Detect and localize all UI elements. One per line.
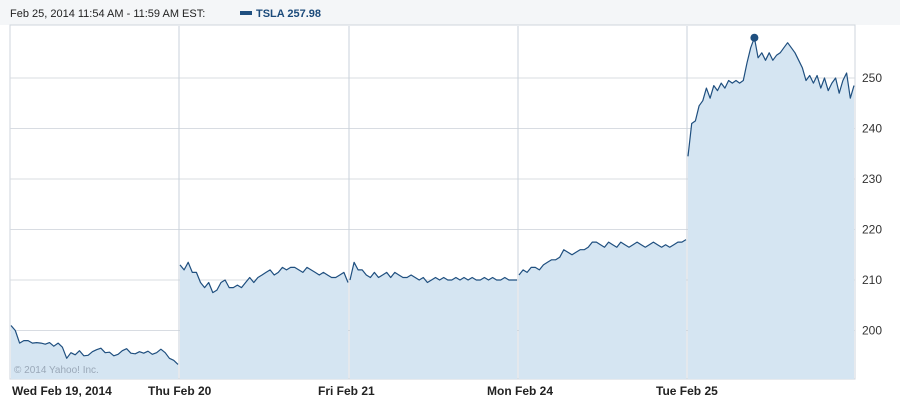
- y-tick-label: 240: [862, 122, 882, 136]
- price-line-session: [687, 37, 855, 157]
- area-fill-session: [11, 325, 178, 379]
- y-tick-label: 210: [862, 273, 882, 287]
- header-bar: [0, 0, 900, 25]
- area-fill-session: [350, 262, 517, 379]
- price-line-session: [10, 325, 179, 365]
- x-tick-label: Fri Feb 21: [318, 384, 375, 398]
- line-layer: [10, 37, 855, 365]
- x-tick-label: Mon Feb 24: [487, 384, 553, 398]
- area-fill-session: [519, 239, 686, 379]
- price-line-session: [349, 261, 517, 284]
- header-range-text: Feb 25, 2014 11:54 AM - 11:59 AM EST:: [10, 8, 205, 20]
- x-tick-label: Tue Feb 25: [656, 384, 718, 398]
- highlight-point-marker: [750, 33, 759, 42]
- marker-layer: [750, 33, 759, 42]
- y-tick-label: 200: [862, 324, 882, 338]
- area-fill-session: [180, 262, 348, 379]
- legend-swatch-icon: [240, 11, 252, 15]
- x-tick-label: Thu Feb 20: [148, 384, 212, 398]
- y-tick-label: 250: [862, 71, 882, 85]
- header-symbol-value: TSLA 257.98: [256, 8, 321, 20]
- x-tick-label: Wed Feb 19, 2014: [12, 384, 112, 398]
- area-fill-session: [688, 37, 854, 379]
- area-layer: [11, 37, 854, 379]
- price-line-session: [179, 261, 349, 294]
- watermark-text: © 2014 Yahoo! Inc.: [14, 365, 99, 376]
- y-tick-label: 230: [862, 172, 882, 186]
- price-line-session: [518, 239, 687, 276]
- y-axis-ticks: 200 210 220 230 240 250: [862, 71, 882, 337]
- session-divider-layer: [178, 26, 688, 379]
- y-tick-label: 220: [862, 223, 882, 237]
- x-axis-ticks: Wed Feb 19, 2014 Thu Feb 20 Fri Feb 21 Mon …: [12, 384, 718, 398]
